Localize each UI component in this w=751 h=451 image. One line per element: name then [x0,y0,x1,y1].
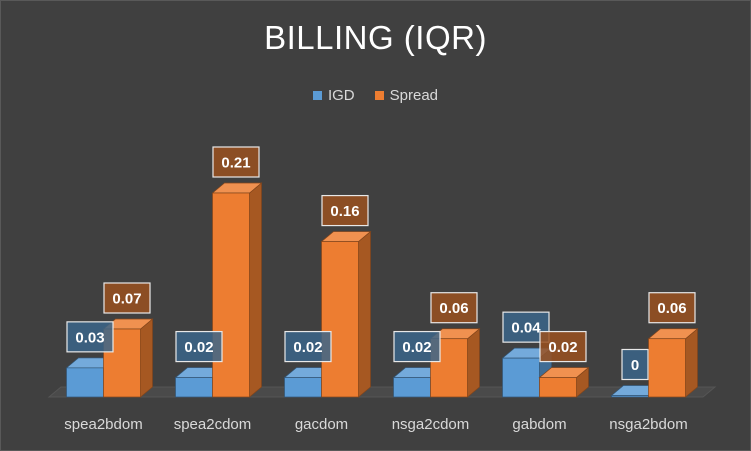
data-label-value: 0.16 [330,203,359,220]
data-label-spread-nsga2cdom: 0.06 [430,292,478,324]
data-label-igd-nsga2bdom: 0 [621,348,649,381]
data-label-value: 0.21 [221,155,250,172]
bar-front-face [502,357,540,398]
data-label-value: 0.03 [75,329,104,346]
legend-item-igd: IGD [312,87,355,104]
bar-front-face [611,395,649,398]
legend-swatch-spread [374,91,384,100]
data-label-value: 0.07 [112,291,141,308]
bar-front-face [175,377,213,398]
x-tick-label-nsga2cdom: nsga2cdom [392,416,470,433]
x-tick-label-spea2cdom: spea2cdom [174,416,252,433]
data-label-value: 0.06 [439,300,468,317]
data-label-box [648,292,696,324]
x-tick-label-nsga2bdom: nsga2bdom [609,416,687,433]
bar-front-face [212,192,250,398]
bar-front-face [284,377,322,398]
data-label-box [321,194,369,227]
data-label-spread-spea2bdom: 0.07 [103,282,151,314]
data-label-box [66,321,114,353]
bar-side-face [467,327,480,398]
data-label-value: 0.02 [293,339,322,356]
data-label-box [539,330,587,363]
chart-title: BILLING (IQR) [264,19,487,56]
legend-swatch-igd [312,91,322,100]
legend-label-igd: IGD [327,87,355,104]
data-label-spread-spea2cdom: 0.21 [212,146,260,178]
data-label-igd-spea2bdom: 0.03 [66,321,114,353]
data-label-spread-gacdom: 0.16 [321,194,369,227]
data-label-value: 0.04 [511,320,541,337]
data-label-igd-gabdom: 0.04 [502,311,550,343]
bar-side-face [140,318,153,398]
legend-label-spread: Spread [389,87,439,104]
bar-spread-gabdom [538,366,590,398]
bar-front-face [66,367,104,398]
bar-spread-spea2cdom [211,182,263,398]
data-label-box [212,146,260,178]
bar-spread-nsga2cdom [429,327,481,398]
data-label-box [621,348,649,381]
bar-side-face [249,182,262,398]
data-label-value: 0.02 [184,339,213,356]
data-label-igd-gacdom: 0.02 [284,330,332,363]
data-label-box [103,282,151,314]
data-label-value: 0.02 [548,339,577,356]
data-label-box [430,292,478,324]
bar-side-face [358,230,371,398]
data-label-spread-nsga2bdom: 0.06 [648,292,696,324]
x-tick-label-spea2bdom: spea2bdom [64,416,142,433]
x-tick-label-gacdom: gacdom [295,416,348,433]
bar-front-face [648,338,686,398]
data-label-value: 0.06 [657,300,686,317]
bar-spread-nsga2bdom [647,327,699,398]
legend-item-spread: Spread [374,87,439,104]
data-label-igd-nsga2cdom: 0.02 [393,330,441,363]
data-label-value: 0 [631,357,639,374]
data-label-box [284,330,332,363]
data-label-spread-gabdom: 0.02 [539,330,587,363]
bar-front-face [393,377,431,398]
data-label-igd-spea2cdom: 0.02 [175,330,223,363]
bar-spread-gacdom [320,230,372,398]
chart-legend: IGD Spread [1,87,750,104]
x-tick-label-gabdom: gabdom [512,416,566,433]
bar-side-face [685,327,698,398]
data-label-box [175,330,223,363]
bar-front-face [321,241,359,398]
data-label-box [393,330,441,363]
bar-front-face [539,377,577,398]
data-label-value: 0.02 [402,339,431,356]
